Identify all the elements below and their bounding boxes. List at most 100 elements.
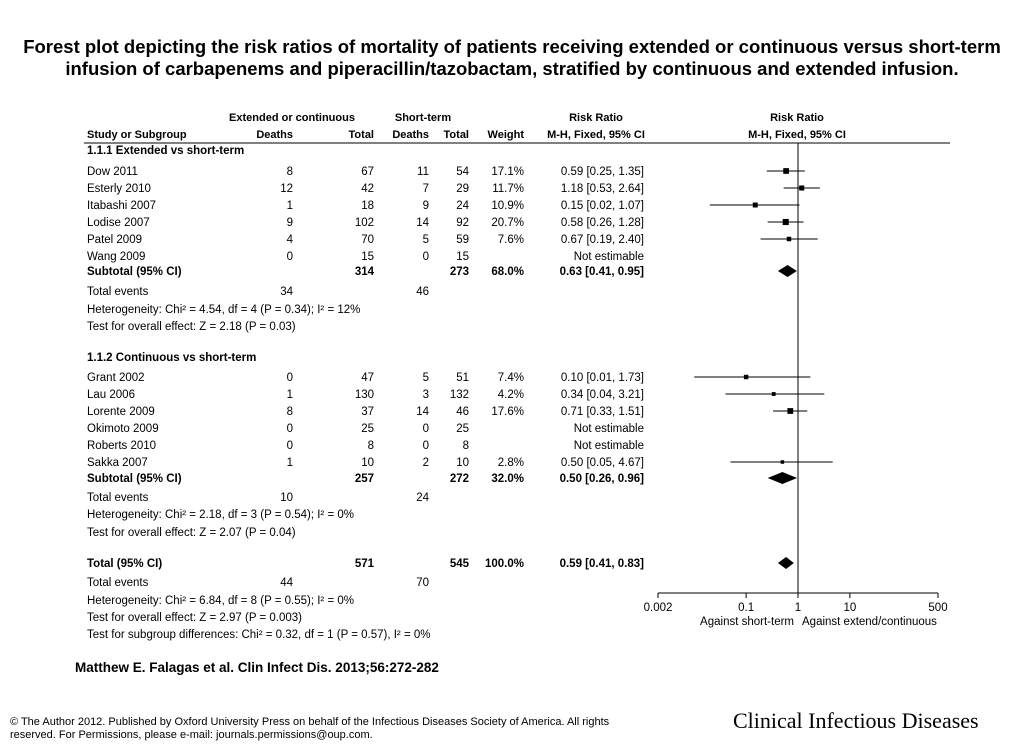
deaths-short-term: 2 — [423, 457, 429, 469]
events-extended: 10 — [280, 492, 293, 504]
summary-diamond — [777, 265, 797, 277]
total-short-term: 25 — [456, 423, 469, 435]
study-weight: 17.6% — [491, 406, 524, 418]
study-name: Esterly 2010 — [87, 183, 151, 195]
deaths-short-term: 0 — [423, 251, 429, 263]
total-short-term: 54 — [456, 166, 469, 178]
point-estimate — [799, 185, 805, 191]
study-weight: 7.4% — [498, 372, 524, 384]
study-weight: 20.7% — [491, 217, 524, 229]
study-weight: 10.9% — [491, 200, 524, 212]
study-name: Grant 2002 — [87, 372, 145, 384]
study-name: Itabashi 2007 — [87, 200, 156, 212]
deaths-extended: 8 — [287, 166, 293, 178]
summary-total-short-term: 272 — [450, 473, 469, 485]
total-overall-effect-text: Test for overall effect: Z = 2.97 (P = 0… — [87, 612, 302, 624]
x-tick-label: 10 — [843, 602, 856, 614]
deaths-extended: 1 — [287, 200, 293, 212]
total-short-term: 51 — [456, 372, 469, 384]
total-events-short-term: 70 — [416, 577, 429, 589]
deaths-short-term: 0 — [423, 423, 429, 435]
point-estimate — [752, 202, 758, 208]
summary-label: Subtotal (95% CI) — [87, 266, 182, 278]
risk-ratio-ci: 0.71 [0.33, 1.51] — [561, 406, 644, 418]
summary-total-extended: 314 — [355, 266, 375, 278]
risk-ratio-ci: 0.50 [0.05, 4.67] — [561, 457, 644, 469]
header-weight: Weight — [488, 129, 525, 141]
deaths-extended: 8 — [287, 406, 293, 418]
summary-total-short-term: 273 — [450, 266, 469, 278]
events-label: Total events — [87, 492, 149, 504]
deaths-short-term: 14 — [416, 217, 429, 229]
point-estimate — [743, 374, 749, 380]
study-name: Roberts 2010 — [87, 440, 156, 452]
study-name: Lodise 2007 — [87, 217, 150, 229]
total-extended: 42 — [361, 183, 374, 195]
header-total-short-term: Total — [444, 129, 469, 141]
deaths-extended: 4 — [287, 234, 294, 246]
total-extended: 18 — [361, 200, 374, 212]
total-extended: 25 — [361, 423, 374, 435]
deaths-extended: 0 — [287, 423, 293, 435]
study-name: Sakka 2007 — [87, 457, 148, 469]
subgroup-differences-text: Test for subgroup differences: Chi² = 0.… — [87, 629, 431, 641]
risk-ratio-ci: 0.15 [0.02, 1.07] — [561, 200, 644, 212]
point-estimate — [771, 392, 776, 396]
events-short-term: 46 — [416, 286, 429, 298]
point-estimate — [783, 168, 789, 174]
risk-ratio-ci: 1.18 [0.53, 2.64] — [561, 183, 644, 195]
study-weight: 4.2% — [498, 389, 524, 401]
summary-diamond — [777, 557, 794, 569]
header-risk-ratio: Risk Ratio — [569, 112, 623, 124]
deaths-short-term: 14 — [416, 406, 429, 418]
total-short-term: 46 — [456, 406, 469, 418]
total-short-term: 8 — [463, 440, 469, 452]
overall-effect-text: Test for overall effect: Z = 2.18 (P = 0… — [87, 321, 296, 333]
summary-risk-ratio-ci: 0.50 [0.26, 0.96] — [560, 473, 645, 485]
point-estimate — [786, 236, 792, 242]
deaths-extended: 9 — [287, 217, 293, 229]
total-extended: 8 — [368, 440, 374, 452]
header-deaths-short-term: Deaths — [392, 129, 429, 141]
total-extended: 70 — [361, 234, 374, 246]
deaths-short-term: 3 — [423, 389, 429, 401]
point-estimate — [787, 408, 794, 414]
overall-effect-text: Test for overall effect: Z = 2.07 (P = 0… — [87, 527, 296, 539]
study-name: Lau 2006 — [87, 389, 135, 401]
deaths-short-term: 5 — [423, 372, 429, 384]
deaths-short-term: 7 — [423, 183, 429, 195]
copyright-notice: © The Author 2012. Published by Oxford U… — [10, 716, 610, 741]
total-short-term: 15 — [456, 251, 469, 263]
summary-diamond — [767, 472, 798, 484]
x-tick-label: 0.1 — [738, 602, 754, 614]
subgroup-heading: 1.1.2 Continuous vs short-term — [87, 352, 256, 364]
deaths-extended: 12 — [280, 183, 293, 195]
risk-ratio-ci: 0.67 [0.19, 2.40] — [561, 234, 644, 246]
summary-weight: 68.0% — [491, 266, 524, 278]
figure-title: Forest plot depicting the risk ratios of… — [23, 36, 1001, 79]
total-extended: 130 — [355, 389, 374, 401]
header-group-extended: Extended or continuous — [229, 112, 355, 124]
x-label-left: Against short-term — [700, 616, 794, 628]
header-rr-method: M-H, Fixed, 95% CI — [547, 129, 645, 141]
study-name: Dow 2011 — [87, 166, 138, 178]
total-events-label: Total events — [87, 577, 149, 589]
x-tick-label: 1 — [795, 602, 801, 614]
point-estimate — [782, 218, 789, 226]
summary-label: Subtotal (95% CI) — [87, 473, 182, 485]
total-short-term: 132 — [450, 389, 469, 401]
x-tick-label: 0.002 — [644, 602, 673, 614]
subgroup-heading: 1.1.1 Extended vs short-term — [87, 145, 244, 157]
total-short-term: 92 — [456, 217, 469, 229]
study-weight: 7.6% — [498, 234, 524, 246]
total-heterogeneity-text: Heterogeneity: Chi² = 6.84, df = 8 (P = … — [87, 595, 354, 607]
header-total-extended: Total — [349, 129, 374, 141]
study-name: Patel 2009 — [87, 234, 142, 246]
risk-ratio-ci: Not estimable — [574, 251, 644, 263]
total-events-extended: 44 — [280, 577, 293, 589]
header-study: Study or Subgroup — [87, 129, 187, 141]
total-extended: 37 — [361, 406, 374, 418]
citation: Matthew E. Falagas et al. Clin Infect Di… — [75, 660, 439, 675]
events-short-term: 24 — [416, 492, 429, 504]
